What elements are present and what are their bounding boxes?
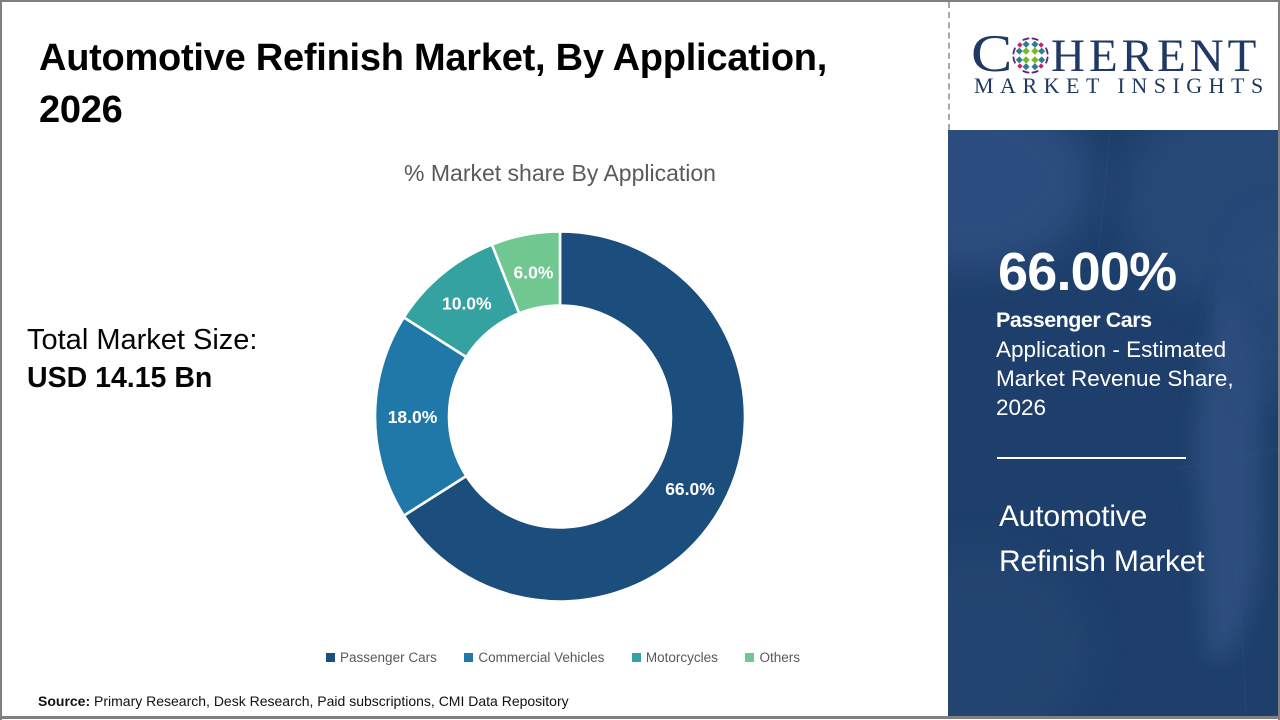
svg-text:18.0%: 18.0%: [388, 407, 438, 427]
svg-text:10.0%: 10.0%: [442, 294, 492, 314]
svg-text:66.0%: 66.0%: [665, 479, 715, 499]
svg-text:6.0%: 6.0%: [514, 263, 554, 283]
